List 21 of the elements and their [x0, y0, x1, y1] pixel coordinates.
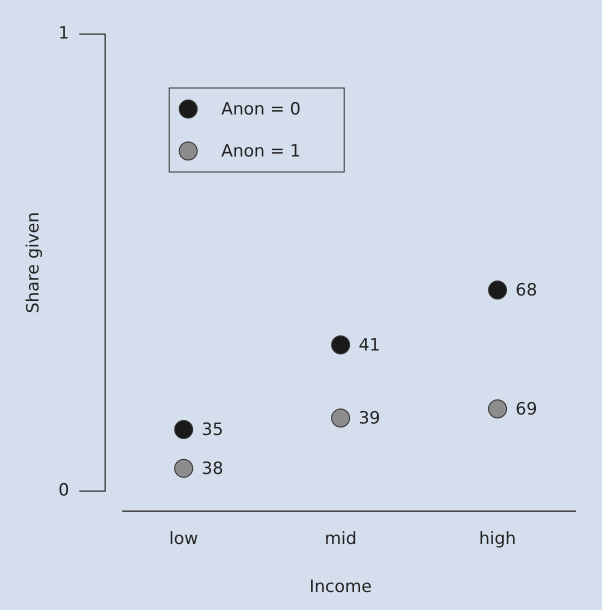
point [488, 280, 508, 300]
legend-label: Anon = 0 [221, 99, 301, 120]
point [331, 335, 350, 354]
point [174, 458, 194, 478]
point [331, 408, 350, 428]
y-tick-label: 1 [58, 23, 70, 44]
annotation: 39 [358, 408, 380, 428]
legend-label: Anon = 1 [221, 141, 301, 162]
x-tick-label: low [169, 528, 198, 549]
point [488, 399, 508, 418]
annotation: 41 [358, 335, 380, 356]
annotation: 69 [516, 399, 538, 420]
x-tick-label: mid [324, 528, 357, 549]
y-axis-title: Share given [24, 212, 44, 314]
y-tick-label: 0 [58, 480, 70, 501]
annotation: 35 [202, 420, 224, 440]
x-axis-title: Income [309, 577, 372, 598]
annotation: 68 [516, 280, 538, 300]
annotation: 38 [202, 458, 224, 479]
point [174, 420, 194, 439]
x-tick-label: high [478, 528, 516, 549]
